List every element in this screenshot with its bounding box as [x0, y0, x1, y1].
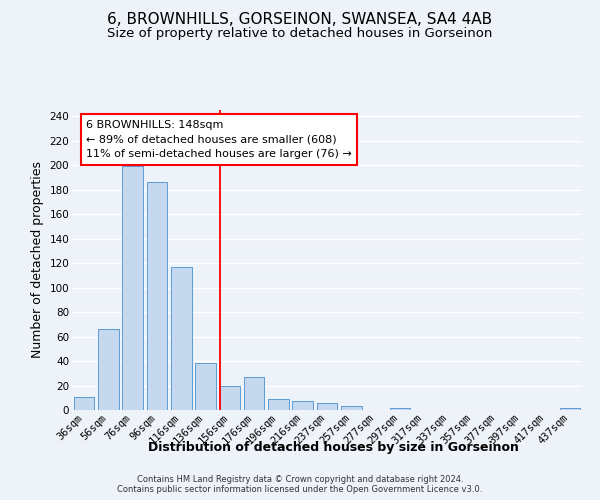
- Bar: [389, 408, 410, 410]
- Bar: [268, 399, 289, 410]
- Text: Distribution of detached houses by size in Gorseinon: Distribution of detached houses by size …: [148, 441, 518, 454]
- Text: 6 BROWNHILLS: 148sqm
← 89% of detached houses are smaller (608)
11% of semi-deta: 6 BROWNHILLS: 148sqm ← 89% of detached h…: [86, 120, 352, 160]
- Text: Contains HM Land Registry data © Crown copyright and database right 2024.
Contai: Contains HM Land Registry data © Crown c…: [118, 474, 482, 494]
- Bar: [146, 182, 167, 410]
- Bar: [122, 166, 143, 410]
- Bar: [560, 408, 580, 410]
- Bar: [292, 402, 313, 410]
- Bar: [98, 329, 119, 410]
- Bar: [341, 406, 362, 410]
- Bar: [195, 364, 216, 410]
- Bar: [171, 266, 191, 410]
- Y-axis label: Number of detached properties: Number of detached properties: [31, 162, 44, 358]
- Bar: [317, 402, 337, 410]
- Bar: [74, 396, 94, 410]
- Text: 6, BROWNHILLS, GORSEINON, SWANSEA, SA4 4AB: 6, BROWNHILLS, GORSEINON, SWANSEA, SA4 4…: [107, 12, 493, 28]
- Bar: [220, 386, 240, 410]
- Bar: [244, 377, 265, 410]
- Text: Size of property relative to detached houses in Gorseinon: Size of property relative to detached ho…: [107, 28, 493, 40]
